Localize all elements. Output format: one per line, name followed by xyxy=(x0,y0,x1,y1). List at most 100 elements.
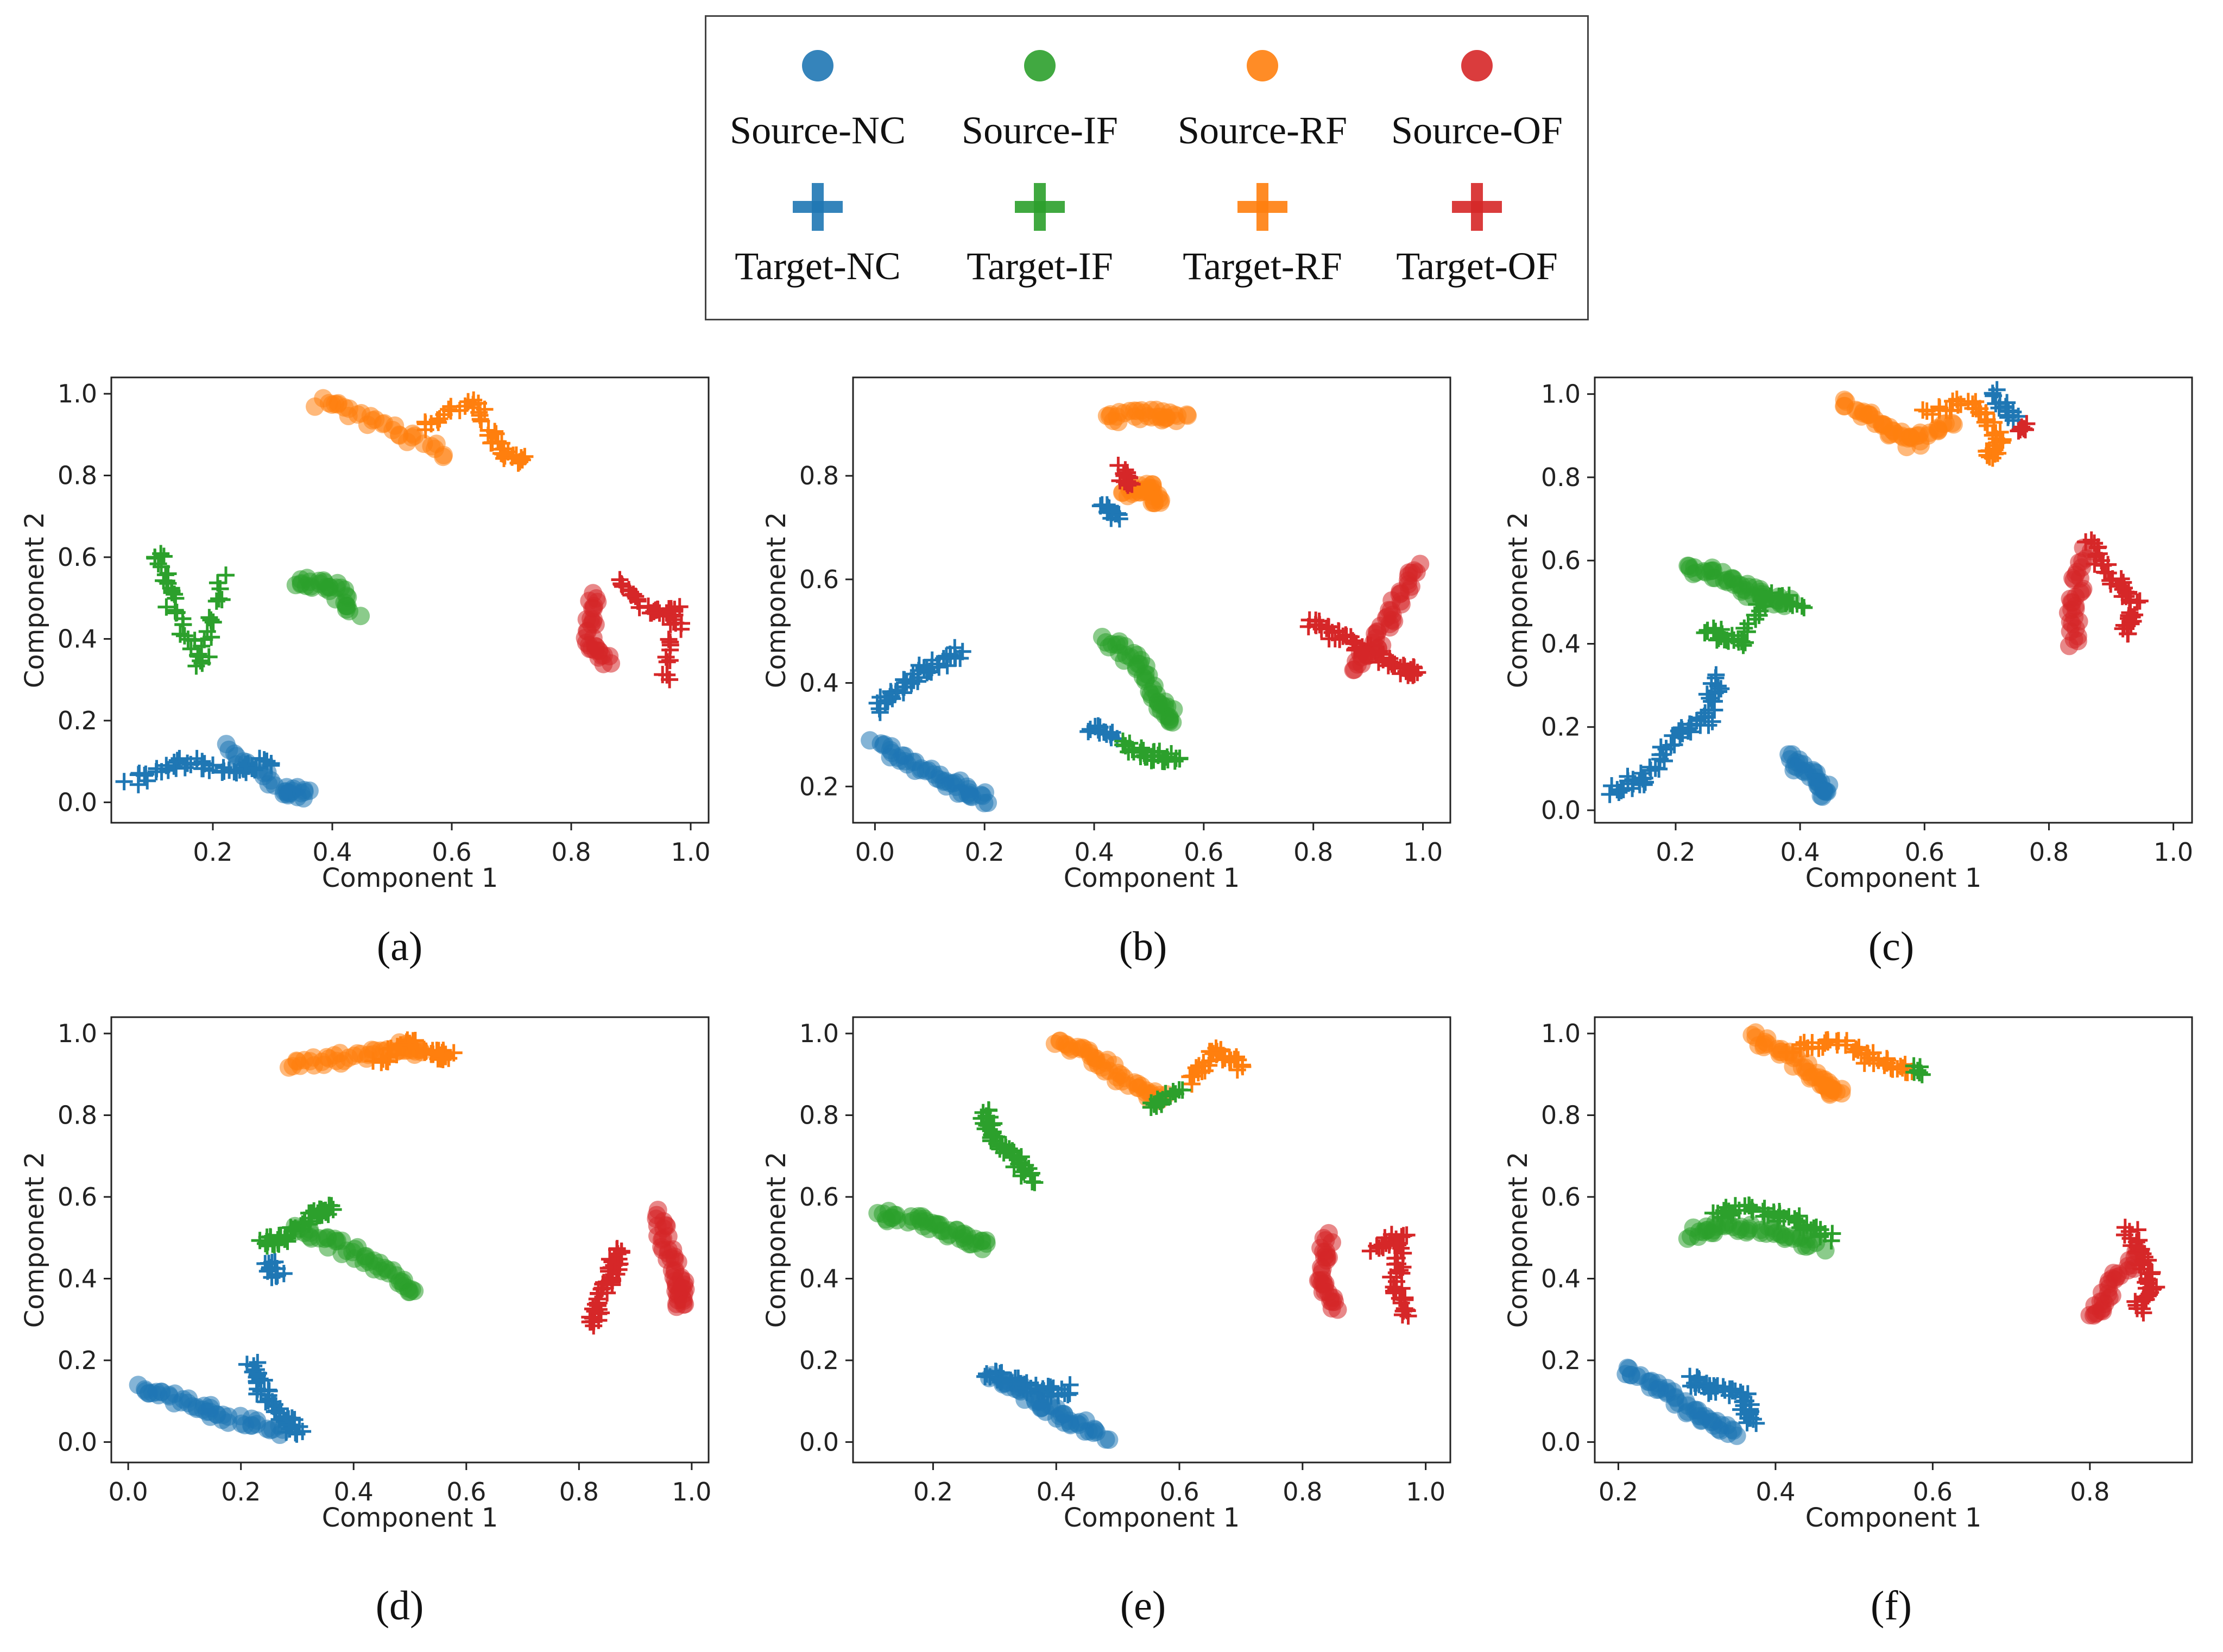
source-of-cluster xyxy=(1344,554,1430,679)
target-point xyxy=(2017,421,2034,439)
y-tick-label: 1.0 xyxy=(58,1019,97,1048)
plot-points xyxy=(1616,1023,2165,1445)
x-tick-label: 0.6 xyxy=(1905,837,1944,867)
scatter-panel-a: 0.2 0.4 0.6 0.8 1.0 0.0 0.2 0.4 0.6 0.8 1.0 Compone… xyxy=(20,376,711,893)
plot-frame xyxy=(1594,376,2193,824)
target-point xyxy=(149,555,167,573)
target-point xyxy=(1173,1081,1191,1099)
source-rf-cluster xyxy=(1097,400,1197,431)
target-point xyxy=(627,588,645,606)
legend-marker-circle xyxy=(1461,50,1493,81)
y-tick-label: 1.0 xyxy=(799,1019,839,1048)
caption-f: (f) xyxy=(1871,1583,1912,1629)
y-tick-label: 0.4 xyxy=(1541,629,1581,658)
y-tick-label: 0.0 xyxy=(1541,796,1581,825)
x-tick-label: 0.2 xyxy=(193,837,232,867)
scatter-panel-c: 0.2 0.4 0.6 0.8 1.0 0.0 0.2 0.4 0.6 0.8 1.0 Compone… xyxy=(1503,376,2193,893)
target-point xyxy=(155,572,173,590)
target-of-cluster xyxy=(2010,415,2036,440)
target-nc-cluster xyxy=(868,639,971,721)
target-rf-cluster xyxy=(1914,390,2012,467)
target-point xyxy=(209,574,226,592)
target-point xyxy=(1784,1043,1802,1061)
legend-label-source-rf: Source-RF xyxy=(1178,109,1347,152)
source-of-cluster xyxy=(1309,1224,1347,1319)
target-point xyxy=(672,620,690,638)
source-if-cluster xyxy=(1678,556,1801,615)
target-point xyxy=(388,1046,406,1063)
source-point xyxy=(1160,712,1179,731)
target-point xyxy=(1984,449,2001,467)
target-point xyxy=(175,627,193,645)
plot-frame xyxy=(110,1016,710,1464)
caption-a: (a) xyxy=(376,924,423,969)
x-tick-label: 0.2 xyxy=(1599,1477,1638,1506)
legend-label-target-rf: Target-RF xyxy=(1183,244,1342,288)
legend-label-source-if: Source-IF xyxy=(962,109,1118,152)
target-point xyxy=(1123,475,1141,493)
x-tick-label: 0.4 xyxy=(334,1477,374,1506)
legend-label-target-of: Target-OF xyxy=(1396,244,1558,288)
target-point xyxy=(2128,593,2146,611)
target-point xyxy=(275,1265,293,1283)
x-axis-label: Component 1 xyxy=(322,1503,498,1533)
y-tick-label: 0.0 xyxy=(1541,1427,1581,1456)
target-nc-cluster xyxy=(1601,666,1730,803)
x-axis-label: Component 1 xyxy=(1805,1503,1981,1533)
target-point xyxy=(1747,1414,1765,1432)
legend-label-source-nc: Source-NC xyxy=(730,109,906,152)
target-point xyxy=(434,1051,452,1068)
target-point xyxy=(1103,723,1121,741)
source-point xyxy=(351,607,370,626)
target-point xyxy=(661,652,679,670)
target-point xyxy=(2137,1290,2155,1308)
target-point xyxy=(252,1382,270,1400)
legend-marker-plus xyxy=(1015,183,1065,231)
source-rf-cluster xyxy=(1742,1023,1851,1104)
target-point xyxy=(1161,1087,1179,1105)
source-rf-cluster xyxy=(306,389,453,466)
target-point xyxy=(445,1044,463,1062)
legend-label-target-nc: Target-NC xyxy=(735,244,901,288)
target-rf-cluster xyxy=(364,1031,463,1071)
plot-points xyxy=(1601,381,2149,806)
target-point xyxy=(1185,1067,1203,1085)
target-point xyxy=(1707,666,1725,684)
target-of-cluster xyxy=(611,571,690,689)
target-point xyxy=(661,615,679,633)
target-point xyxy=(1061,1376,1079,1394)
source-if-cluster xyxy=(1678,1213,1835,1260)
y-tick-label: 0.6 xyxy=(1541,546,1581,575)
source-point xyxy=(602,654,621,673)
target-point xyxy=(1619,767,1637,785)
target-point xyxy=(1228,1061,1246,1079)
target-point xyxy=(909,669,927,686)
target-point xyxy=(1860,1049,1878,1067)
target-point xyxy=(629,590,647,608)
target-point xyxy=(1696,704,1714,722)
target-point xyxy=(1212,1041,1230,1058)
x-tick-label: 1.0 xyxy=(1406,1477,1445,1506)
target-point xyxy=(258,752,276,770)
target-point xyxy=(1698,685,1716,703)
source-point xyxy=(1100,1430,1119,1449)
legend-marker-plus xyxy=(793,183,843,231)
legend-marker-circle xyxy=(802,50,833,81)
target-if-cluster xyxy=(1905,1057,1931,1083)
x-tick-label: 1.0 xyxy=(671,837,710,867)
target-point xyxy=(2086,534,2103,552)
target-point xyxy=(1121,734,1139,752)
y-tick-label: 0.4 xyxy=(1541,1264,1581,1293)
target-point xyxy=(487,425,505,443)
x-tick-label: 1.0 xyxy=(672,1477,711,1506)
y-tick-label: 1.0 xyxy=(1541,1019,1581,1048)
caption-b: (b) xyxy=(1119,924,1167,969)
x-axis-label: Component 1 xyxy=(322,863,498,893)
y-tick-label: 0.2 xyxy=(58,706,97,735)
target-point xyxy=(317,1203,335,1221)
plot-frame xyxy=(852,1016,1451,1464)
source-point xyxy=(1151,493,1170,512)
scatter-panel-d: 0.0 0.2 0.4 0.6 0.8 1.0 0.0 0.2 0.4 0.6 0.8 1.0 Comp… xyxy=(20,1016,711,1533)
target-nc-cluster xyxy=(1984,381,2028,430)
target-point xyxy=(174,616,192,634)
